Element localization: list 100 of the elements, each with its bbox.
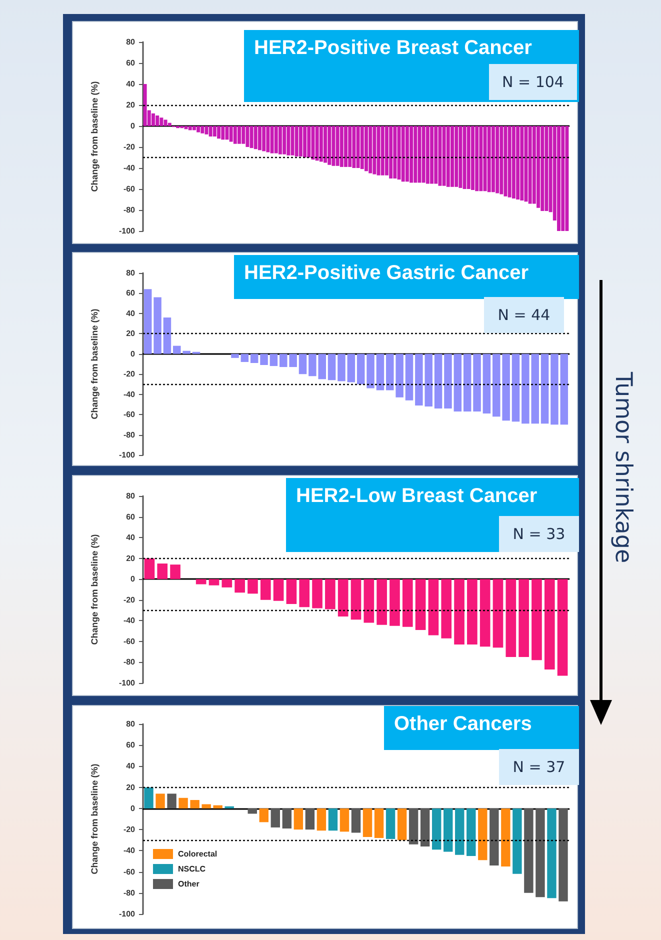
bar bbox=[168, 122, 172, 126]
bar bbox=[376, 354, 384, 390]
bar bbox=[561, 126, 565, 231]
bar bbox=[415, 579, 426, 630]
legend-label: Other bbox=[178, 880, 200, 888]
bar bbox=[446, 126, 450, 187]
bar bbox=[328, 808, 338, 831]
y-tick-label: -40 bbox=[123, 846, 136, 856]
bar bbox=[332, 126, 336, 166]
bar bbox=[303, 126, 307, 158]
bar bbox=[311, 126, 315, 160]
bar bbox=[144, 558, 155, 580]
bar bbox=[520, 126, 524, 201]
bar bbox=[524, 126, 528, 202]
bar bbox=[362, 808, 372, 837]
bar bbox=[286, 126, 290, 156]
bar bbox=[248, 808, 257, 814]
y-tick-label: -100 bbox=[118, 226, 136, 236]
bar bbox=[458, 126, 462, 188]
chart-title: Other Cancers bbox=[394, 712, 533, 737]
bar bbox=[364, 579, 374, 623]
bar bbox=[432, 808, 442, 850]
bar bbox=[532, 126, 536, 204]
bar bbox=[260, 354, 268, 366]
bar bbox=[386, 808, 396, 840]
bar bbox=[390, 579, 400, 626]
bar bbox=[164, 120, 168, 126]
bar bbox=[547, 808, 556, 898]
y-tick-label: 0 bbox=[130, 574, 136, 584]
bar bbox=[154, 297, 162, 354]
bar bbox=[455, 808, 464, 855]
bar bbox=[393, 126, 397, 178]
title-banner: Other Cancers bbox=[384, 706, 579, 750]
bar bbox=[420, 808, 430, 846]
bar bbox=[286, 579, 297, 604]
y-tick-label: 80 bbox=[126, 38, 136, 46]
y-tick-label: 40 bbox=[126, 533, 136, 542]
bar bbox=[338, 579, 348, 617]
bar bbox=[428, 579, 439, 636]
bar bbox=[462, 126, 466, 189]
bar bbox=[512, 126, 516, 198]
bar bbox=[356, 354, 365, 384]
bar bbox=[414, 126, 418, 183]
bar bbox=[380, 126, 384, 176]
bar bbox=[401, 126, 405, 182]
bar bbox=[516, 126, 520, 200]
bar bbox=[294, 126, 298, 156]
y-tick-label: 0 bbox=[130, 804, 136, 813]
y-tick-label: -80 bbox=[123, 430, 136, 440]
bar bbox=[544, 126, 548, 212]
bar bbox=[273, 579, 284, 601]
bar bbox=[190, 800, 200, 808]
bar bbox=[366, 354, 374, 388]
bar bbox=[402, 579, 413, 627]
bar bbox=[496, 126, 500, 194]
bar bbox=[444, 354, 452, 408]
bar bbox=[512, 808, 522, 874]
bar bbox=[160, 118, 164, 126]
bar bbox=[350, 579, 362, 620]
bar bbox=[557, 579, 568, 676]
bar bbox=[405, 126, 409, 182]
bar bbox=[212, 126, 216, 136]
bar bbox=[222, 579, 232, 588]
bar bbox=[444, 808, 453, 852]
chart-title: HER2-Positive Gastric Cancer bbox=[244, 261, 530, 286]
bar bbox=[325, 579, 336, 610]
y-tick-label: 0 bbox=[130, 122, 136, 130]
bar bbox=[532, 579, 542, 660]
bar bbox=[536, 808, 545, 898]
bar bbox=[340, 126, 344, 167]
bar bbox=[500, 126, 504, 194]
bar bbox=[454, 126, 458, 187]
y-tick-label: 80 bbox=[126, 268, 136, 278]
bar bbox=[479, 126, 483, 192]
bar bbox=[290, 126, 294, 156]
bar bbox=[225, 126, 229, 140]
bar bbox=[434, 126, 438, 184]
bar bbox=[152, 113, 155, 126]
bar bbox=[156, 794, 165, 808]
y-tick-label: -100 bbox=[118, 450, 136, 460]
bar bbox=[238, 126, 241, 144]
bar bbox=[410, 126, 414, 183]
bar bbox=[221, 126, 225, 140]
bar bbox=[466, 126, 470, 189]
bar bbox=[450, 126, 454, 187]
bar bbox=[426, 126, 430, 184]
bar bbox=[217, 126, 221, 139]
bar bbox=[540, 126, 544, 212]
bar bbox=[364, 126, 368, 172]
bar bbox=[200, 126, 204, 134]
y-tick-label: 60 bbox=[126, 288, 136, 298]
bar bbox=[558, 808, 568, 902]
y-tick-label: -40 bbox=[123, 164, 136, 172]
y-axis-title: Change from baseline (%) bbox=[90, 764, 100, 874]
bar bbox=[442, 126, 446, 186]
bar bbox=[492, 579, 504, 648]
y-tick-label: 20 bbox=[126, 782, 136, 792]
bar bbox=[360, 126, 364, 170]
bar bbox=[298, 126, 302, 156]
bar bbox=[328, 354, 336, 380]
